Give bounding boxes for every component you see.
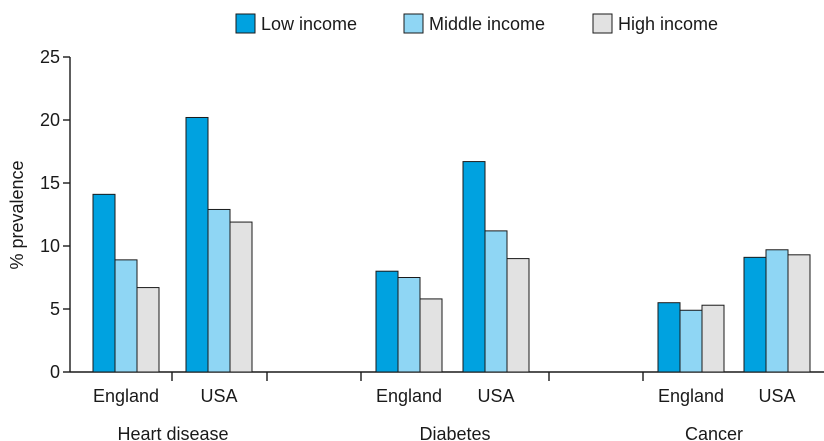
- country-label: England: [376, 386, 442, 406]
- bar: [229, 221, 253, 373]
- bar: [462, 161, 486, 373]
- group-label: Cancer: [685, 424, 743, 441]
- group-label: Heart disease: [117, 424, 228, 441]
- legend-swatch: [592, 13, 613, 34]
- legend-label: Middle income: [429, 14, 545, 34]
- bar: [787, 254, 811, 373]
- country-label: England: [93, 386, 159, 406]
- y-tick-label: 20: [40, 110, 60, 130]
- legend-label: High income: [618, 14, 718, 34]
- bar: [679, 309, 703, 373]
- bar: [207, 208, 231, 373]
- country-label: USA: [758, 386, 795, 406]
- y-axis-title: % prevalence: [7, 160, 27, 269]
- bar: [419, 298, 443, 373]
- bar: [765, 249, 789, 373]
- legend-swatch: [235, 13, 256, 34]
- bar: [136, 287, 160, 373]
- bar: [114, 259, 138, 373]
- bar: [701, 304, 725, 373]
- y-tick-label: 25: [40, 47, 60, 67]
- y-tick-label: 0: [50, 362, 60, 382]
- bar: [397, 277, 421, 373]
- y-axis: 0 5 10 15 20 25: [40, 47, 71, 382]
- bar: [506, 258, 530, 373]
- x-axis: [70, 371, 824, 381]
- y-tick-label: 15: [40, 173, 60, 193]
- bar: [743, 256, 767, 373]
- bars: [92, 116, 811, 373]
- country-label: England: [658, 386, 724, 406]
- legend-label: Low income: [261, 14, 357, 34]
- y-tick-label: 5: [50, 299, 60, 319]
- country-label: USA: [200, 386, 237, 406]
- y-tick-label: 10: [40, 236, 60, 256]
- bar: [185, 116, 209, 373]
- legend: Low income Middle income High income: [235, 13, 718, 34]
- x-labels: England USA Heart disease England USA Diabete…: [93, 386, 796, 441]
- bar: [92, 193, 116, 373]
- bar: [375, 270, 399, 373]
- bar: [657, 302, 681, 373]
- legend-swatch: [403, 13, 424, 34]
- group-label: Diabetes: [419, 424, 490, 441]
- bar: [484, 230, 508, 373]
- country-label: USA: [477, 386, 514, 406]
